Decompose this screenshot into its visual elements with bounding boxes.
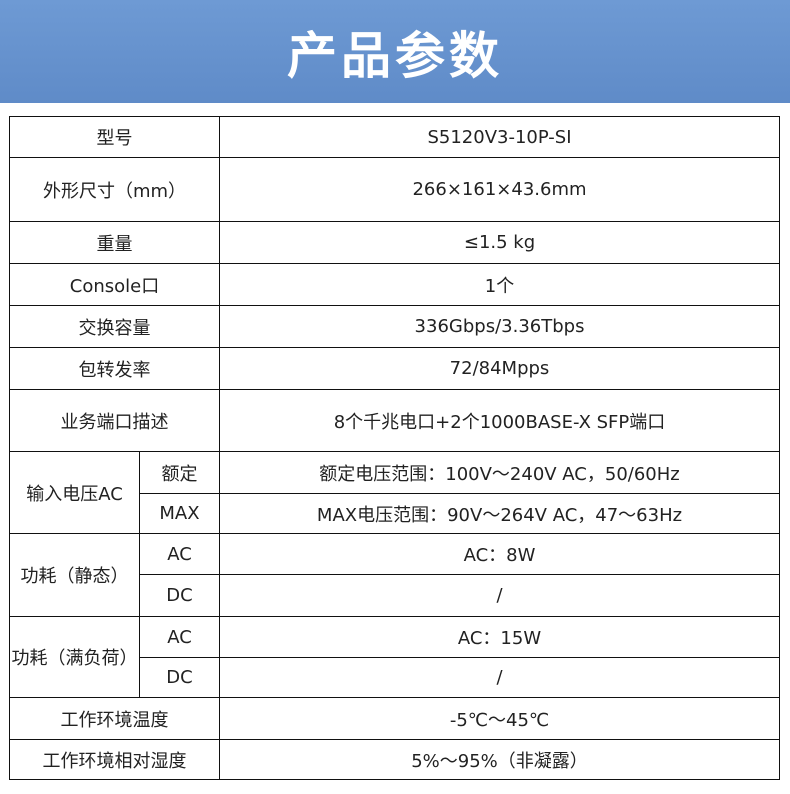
table-row: 重量 ≤1.5 kg xyxy=(9,221,780,264)
table-row: 型号 S5120V3-10P-SI xyxy=(9,116,780,158)
spec-value: AC：8W xyxy=(219,533,780,575)
spec-value: 5%～95%（非凝露） xyxy=(219,739,780,780)
spec-label: 业务端口描述 xyxy=(9,389,220,452)
spec-group-label: 功耗（满负荷） xyxy=(9,616,140,698)
spec-value: -5℃～45℃ xyxy=(219,697,780,740)
spec-value: AC：15W xyxy=(219,616,780,658)
spec-value: / xyxy=(219,657,780,698)
spec-label: 重量 xyxy=(9,221,220,264)
spec-value: 额定电压范围：100V～240V AC，50/60Hz xyxy=(219,451,780,494)
spec-value: 8个千兆电口+2个1000BASE-X SFP端口 xyxy=(219,389,780,452)
table-row: 业务端口描述 8个千兆电口+2个1000BASE-X SFP端口 xyxy=(9,389,780,452)
spec-value: 72/84Mpps xyxy=(219,347,780,390)
spec-label: 交换容量 xyxy=(9,305,220,348)
table-row: 交换容量 336Gbps/3.36Tbps xyxy=(9,305,780,348)
title-banner: 产品参数 xyxy=(0,0,790,103)
spec-label: 型号 xyxy=(9,116,220,158)
spec-value: 266×161×43.6mm xyxy=(219,157,780,222)
spec-value: MAX电压范围：90V～264V AC，47～63Hz xyxy=(219,493,780,534)
spec-sub-label: 额定 xyxy=(139,451,220,494)
spec-table: 型号 S5120V3-10P-SI 外形尺寸（mm） 266×161×43.6mm 重量… xyxy=(9,116,780,780)
spec-value: 336Gbps/3.36Tbps xyxy=(219,305,780,348)
spec-value: ≤1.5 kg xyxy=(219,221,780,264)
table-row: Console口 1个 xyxy=(9,263,780,306)
spec-value: / xyxy=(219,574,780,617)
table-row: 工作环境相对湿度 5%～95%（非凝露） xyxy=(9,739,780,780)
spec-sub-label: AC xyxy=(139,616,220,658)
spec-label: 外形尺寸（mm） xyxy=(9,157,220,222)
table-row: MAX MAX电压范围：90V～264V AC，47～63Hz xyxy=(10,493,780,534)
table-row: 功耗（静态） AC AC：8W xyxy=(9,533,780,617)
spec-sub-label: MAX xyxy=(139,493,220,534)
spec-value: 1个 xyxy=(219,263,780,306)
spec-sub-label: DC xyxy=(139,657,220,698)
spec-group-label: 输入电压AC xyxy=(9,451,140,534)
spec-label: 工作环境相对湿度 xyxy=(9,739,220,780)
spec-value: S5120V3-10P-SI xyxy=(219,116,780,158)
table-row: 输入电压AC 额定 额定电压范围：100V～240V AC，50/60Hz xyxy=(9,451,780,534)
page-title: 产品参数 xyxy=(287,26,503,85)
spec-label: Console口 xyxy=(9,263,220,306)
table-row: DC / xyxy=(10,574,780,617)
spec-sub-label: AC xyxy=(139,533,220,575)
table-row: 外形尺寸（mm） 266×161×43.6mm xyxy=(9,157,780,222)
spec-label: 包转发率 xyxy=(9,347,220,390)
spec-sub-label: DC xyxy=(139,574,220,617)
table-row: DC / xyxy=(10,657,780,698)
table-row: 包转发率 72/84Mpps xyxy=(9,347,780,390)
spec-label: 工作环境温度 xyxy=(9,697,220,740)
table-row: 功耗（满负荷） AC AC：15W xyxy=(9,616,780,698)
table-row: 工作环境温度 -5℃～45℃ xyxy=(9,697,780,740)
spec-group-label: 功耗（静态） xyxy=(9,533,140,617)
